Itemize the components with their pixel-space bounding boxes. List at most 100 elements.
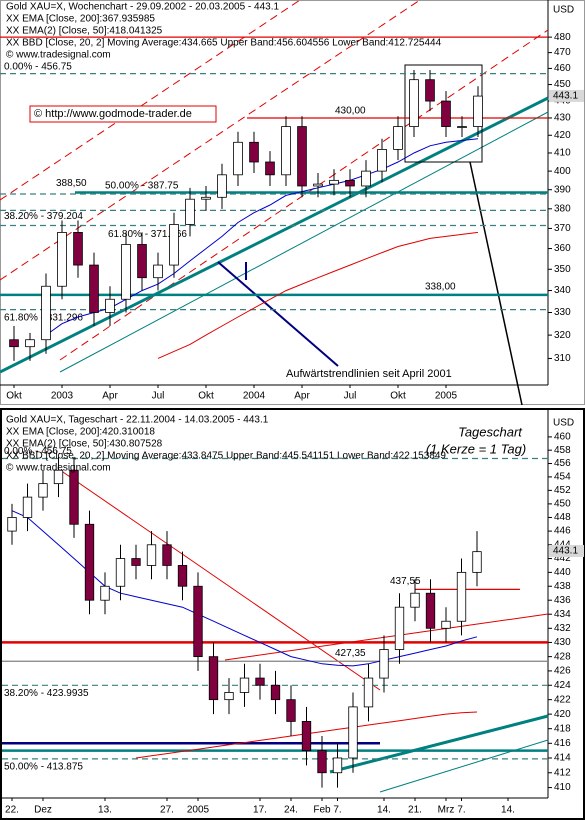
y-tick-label: 438: [554, 581, 571, 592]
y-tick-label: 444: [554, 539, 571, 550]
candle-body: [441, 620, 451, 629]
y-tick-label: 414: [554, 753, 571, 764]
x-tick-label: Jul: [152, 391, 165, 402]
source: © www.tradesignal.com: [6, 463, 111, 474]
y-tick-label: 360: [554, 243, 571, 254]
y-tick-label: 416: [554, 738, 571, 749]
chart-title: Gold XAU=X, Wochenchart - 29.09.2002 - 2…: [6, 2, 279, 13]
candle-body: [441, 100, 451, 127]
x-tick-label: Mrz: [438, 805, 455, 816]
y-tick-label: 330: [554, 307, 571, 318]
candle-body: [425, 79, 435, 102]
y-tick-label: 448: [554, 512, 571, 523]
candle-body: [313, 183, 323, 187]
candle-body: [73, 232, 83, 266]
candle-body: [177, 565, 188, 587]
candle-body: [153, 264, 163, 279]
candle-body: [57, 232, 67, 287]
y-tick-label: 430: [554, 637, 571, 648]
subtitle: Tageschart: [458, 424, 523, 439]
candle-body: [41, 285, 51, 341]
candle-body: [38, 483, 48, 498]
candle-body: [265, 161, 275, 176]
candle-body: [472, 551, 482, 573]
level-label: 38.20% - 423.9935: [4, 688, 89, 699]
candle-body: [69, 469, 79, 525]
y-tick-label: 460: [554, 63, 571, 74]
y-tick-label: 440: [554, 567, 571, 578]
candle-body: [286, 699, 296, 722]
level-label: 437,55: [390, 576, 421, 587]
trendline: [379, 739, 549, 793]
trendlines-top: [0, 0, 549, 406]
x-tick-label: Jul: [344, 391, 357, 402]
candle-body: [9, 339, 19, 348]
x-tick-label: Apr: [294, 391, 310, 402]
level-label: 38.20% - 379.204: [4, 211, 83, 222]
x-tick-label: 24.: [284, 805, 298, 816]
candle-body: [100, 585, 110, 601]
y-tick-label: 446: [554, 526, 571, 537]
channel-line: [0, 0, 421, 281]
chart-title: Gold XAU=X, Tageschart - 22.11.2004 - 14…: [6, 415, 269, 426]
candle-body: [217, 174, 227, 198]
candle-body: [410, 592, 420, 608]
x-tick-label: 21.: [408, 805, 422, 816]
x-tick-label: 17.: [253, 805, 267, 816]
y-tick-label: 450: [554, 79, 571, 90]
y-tick-label: 480: [554, 32, 571, 43]
candle-body: [146, 544, 157, 566]
candle-body: [379, 649, 389, 679]
candle-body: [131, 558, 141, 566]
x-tick-label: Dez: [34, 805, 52, 816]
y-tick-label: 370: [554, 223, 571, 234]
price-tag-label: 443.1: [553, 91, 578, 102]
candle-body: [393, 126, 403, 150]
x-tick-label: 7.: [457, 805, 465, 816]
trendline: [59, 469, 381, 691]
candle-body: [169, 224, 179, 266]
trendline: [59, 111, 549, 373]
candle-body: [233, 141, 243, 176]
candle-body: [281, 126, 291, 176]
x-tick-label: Okt: [390, 391, 406, 402]
link-box: [29, 105, 217, 123]
candle-body: [361, 170, 371, 187]
y-tick-label: 460: [554, 432, 571, 443]
x-tick-label: 2004: [243, 391, 266, 402]
candle-body: [162, 544, 172, 566]
panel: 310 320 330 340 350 360 370 380 390 400 410 420 430 4…: [0, 2, 584, 402]
trendline: [224, 613, 549, 661]
candle-body: [377, 148, 387, 172]
candle-body: [239, 677, 250, 693]
level-label: 427,35: [335, 648, 366, 659]
candle-body: [457, 126, 467, 128]
x-tick-label: Apr: [102, 391, 118, 402]
y-tick-label: 420: [554, 130, 571, 141]
annotation: Aufwärtstrendlinien seit April 2001: [286, 368, 452, 380]
candle-body: [317, 750, 327, 774]
candle-body: [301, 721, 312, 752]
candle-body: [456, 571, 467, 622]
candle-body: [409, 79, 419, 127]
level-label: 50.00% - 413.875: [4, 762, 83, 773]
y-tick-label: 310: [554, 353, 571, 364]
y-tick-label: 424: [554, 680, 571, 691]
trendline: [329, 714, 549, 774]
y-tick-label: 434: [554, 609, 571, 620]
y-tick-label: 390: [554, 184, 571, 195]
x-tick-label: Okt: [6, 391, 22, 402]
y-tick-label: 430: [554, 113, 571, 124]
candle-body: [7, 517, 17, 532]
candle-body: [89, 264, 99, 313]
candle-body: [249, 141, 259, 163]
candle-body: [332, 757, 343, 774]
y-tick-label: 418: [554, 723, 571, 734]
candle-body: [22, 496, 33, 518]
candle-body: [224, 692, 234, 701]
y-tick-label: 428: [554, 651, 571, 662]
x-tick-label: 7.: [333, 805, 341, 816]
candle-body: [53, 469, 64, 485]
y-tick-label: 436: [554, 595, 571, 606]
y-tick-label: 412: [554, 767, 571, 778]
